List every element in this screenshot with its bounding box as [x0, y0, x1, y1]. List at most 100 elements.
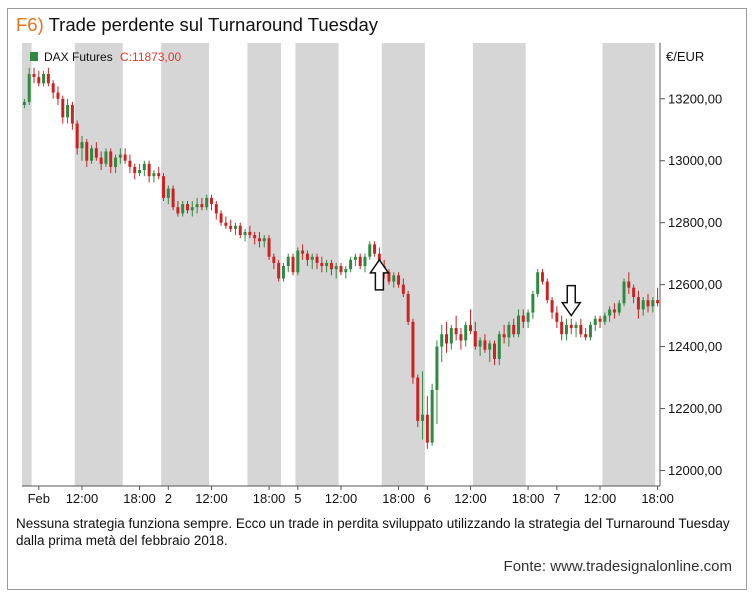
candle-body	[612, 309, 616, 313]
candle-body	[569, 324, 573, 329]
candle	[133, 163, 137, 180]
candle	[411, 318, 415, 384]
x-tick-label: 18:00	[123, 491, 156, 506]
candle-body	[531, 293, 535, 313]
candle	[214, 200, 218, 220]
candle	[147, 160, 151, 183]
candle	[94, 142, 98, 161]
candle-body	[584, 334, 588, 338]
candle	[353, 253, 357, 267]
candle	[454, 315, 458, 341]
candle-body	[176, 207, 180, 214]
figure-title-text: Trade perdente sul Turnaround Tuesday	[48, 14, 379, 35]
candle	[493, 340, 496, 366]
candle	[243, 228, 247, 242]
candle-body	[526, 312, 530, 322]
candle-body	[195, 204, 199, 208]
candles	[22, 67, 660, 449]
candle	[449, 324, 453, 350]
candle	[569, 318, 573, 335]
candle-body	[454, 328, 458, 335]
y-tick-label: 12000,00	[668, 463, 722, 478]
candle-body	[358, 256, 362, 267]
candle-body	[109, 151, 113, 167]
candle-body	[521, 315, 525, 322]
candle	[253, 231, 257, 245]
candle-body	[598, 318, 602, 322]
candle	[334, 262, 338, 279]
candle-body	[166, 188, 170, 198]
candle	[517, 309, 520, 338]
candle	[109, 148, 113, 174]
candle	[502, 324, 506, 344]
candle-body	[411, 321, 415, 378]
candle	[90, 145, 94, 164]
candle	[574, 321, 578, 338]
x-tick-label: 5	[294, 491, 301, 506]
candle-body	[243, 231, 247, 236]
candle-body	[296, 250, 300, 273]
candle-body	[353, 256, 357, 260]
candle-body	[80, 142, 84, 149]
arrow-down-icon	[560, 284, 582, 317]
candle-body	[373, 244, 377, 254]
candle	[368, 241, 372, 260]
x-tick-label: 18:00	[253, 491, 286, 506]
candle	[190, 200, 194, 217]
candle	[507, 321, 511, 347]
candle	[531, 290, 535, 319]
candle	[651, 297, 655, 313]
candle-body	[497, 334, 501, 359]
candle-body	[118, 154, 122, 158]
x-tick-label: 12:00	[66, 491, 99, 506]
candle	[397, 272, 401, 288]
candle	[550, 297, 554, 319]
candle-body	[190, 207, 194, 211]
candle	[42, 70, 46, 87]
candle-body	[70, 104, 74, 124]
session-band	[247, 43, 282, 486]
candle-body	[128, 160, 132, 167]
candle-body	[214, 204, 218, 214]
candle	[272, 253, 276, 270]
x-tick-label: 2	[165, 491, 172, 506]
figure-title: F6) Trade perdente sul Turnaround Tuesda…	[16, 14, 378, 36]
candle	[80, 135, 84, 161]
candle-body	[517, 315, 520, 335]
candle-body	[272, 256, 276, 263]
candle-body	[449, 328, 453, 344]
candle	[588, 321, 592, 341]
candle	[526, 309, 530, 329]
candle-body	[162, 176, 165, 198]
candle	[85, 139, 89, 167]
candle	[262, 235, 266, 248]
candle-body	[425, 414, 429, 443]
candle	[152, 170, 156, 183]
candle-body	[209, 197, 213, 205]
candle-body	[507, 324, 511, 338]
candle	[195, 197, 199, 214]
candle-body	[315, 256, 319, 263]
candle-body	[262, 238, 266, 242]
candlestick-chart: €/EUR 13200,00 13000,00 12800,00 12600,00 12…	[22, 43, 722, 506]
candle	[488, 340, 492, 363]
candle	[473, 321, 477, 350]
session-band	[161, 43, 210, 486]
candle	[238, 222, 242, 239]
figure-source: Fonte: www.tradesignalonline.com	[503, 558, 732, 575]
candle	[142, 160, 146, 177]
x-tick-label: 6	[424, 491, 431, 506]
candle	[99, 151, 103, 171]
candle	[401, 278, 405, 298]
candle-body	[368, 244, 372, 257]
candle	[363, 253, 367, 273]
candle-body	[104, 151, 108, 164]
candle-body	[632, 287, 636, 298]
candle	[646, 293, 650, 313]
session-band	[74, 43, 123, 486]
candle-body	[37, 77, 41, 84]
candle	[464, 321, 468, 347]
candle	[656, 287, 660, 307]
candle	[392, 272, 396, 288]
candle-body	[540, 272, 544, 282]
